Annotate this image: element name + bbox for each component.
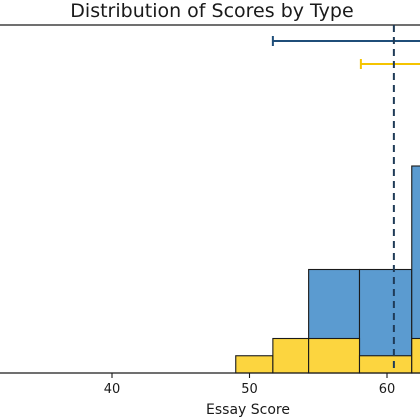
histogram-bars-group <box>235 165 420 374</box>
chart-title: Distribution of Scores by Type <box>70 0 353 22</box>
x-tick-label-40: 40 <box>104 382 121 397</box>
x-axis-label: Essay Score <box>206 402 290 418</box>
histogram-bar-series1-bin4 <box>411 337 420 374</box>
x-tick-label-60: 60 <box>379 382 396 397</box>
x-axis-ticks: 40 50 60 <box>104 373 396 397</box>
histogram-bar-series1-bin1 <box>272 337 310 374</box>
histogram-bar-series0-bin2 <box>411 165 420 374</box>
x-tick-label-50: 50 <box>241 382 258 397</box>
histogram-bar-series1-bin0 <box>235 355 274 374</box>
error-bars-group <box>271 36 420 69</box>
histogram-bar-series1-bin2 <box>308 337 361 374</box>
histogram-bar-series1-bin3 <box>358 355 413 374</box>
